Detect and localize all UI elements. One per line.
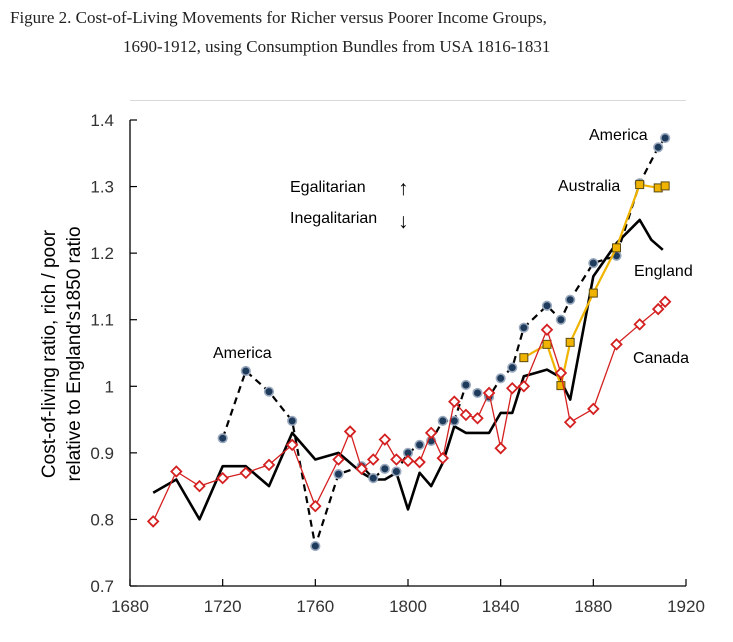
point-america [217, 433, 228, 444]
series-line-america [221, 137, 666, 548]
point-canada [587, 402, 600, 416]
point-america [333, 469, 344, 480]
label-america-top: America [589, 127, 648, 144]
point-canada [239, 466, 253, 480]
caption-divider [130, 100, 686, 101]
x-tick-label: 1720 [204, 597, 242, 616]
point-australia [635, 180, 645, 190]
chart-annotations: Cost-of-living ratio, rich / poor relati… [39, 127, 693, 482]
x-tick-label: 1680 [111, 597, 149, 616]
x-tick-label: 1920 [667, 597, 705, 616]
point-america [391, 466, 402, 477]
label-inegalitarian: Inegalitarian [290, 210, 377, 227]
point-america [240, 365, 251, 377]
label-england: England [634, 263, 693, 280]
point-canada [517, 380, 531, 393]
point-america [379, 463, 390, 474]
y-tick-label: 0.7 [90, 577, 114, 596]
point-america [518, 322, 529, 333]
point-america [310, 540, 321, 552]
point-australia [556, 381, 566, 391]
point-canada [459, 408, 473, 422]
label-australia: Australia [558, 178, 620, 195]
point-america [555, 314, 567, 325]
point-canada [332, 453, 345, 466]
point-australia [565, 337, 575, 347]
series-layer [146, 132, 672, 552]
ylabel-line2: relative to England's1850 ratio [64, 226, 85, 481]
point-america [263, 386, 275, 397]
y-tick-label: 0.8 [90, 510, 114, 529]
point-america [507, 362, 518, 373]
point-australia [542, 339, 552, 349]
point-canada [355, 462, 368, 476]
point-canada [378, 433, 392, 446]
point-america [588, 258, 599, 269]
point-canada [448, 395, 461, 408]
y-tick-label: 1.3 [90, 178, 114, 197]
figure-caption-line2: 1690-1912, using Consumption Bundles fro… [123, 37, 551, 56]
point-canada [633, 318, 646, 331]
y-tick-label: 1.4 [90, 111, 114, 130]
point-canada [366, 453, 380, 466]
point-america [472, 387, 483, 399]
label-canada: Canada [633, 350, 689, 367]
x-tick-label: 1800 [389, 597, 427, 616]
point-canada [343, 425, 357, 438]
point-america [660, 132, 671, 144]
point-canada [658, 295, 672, 309]
y-tick-label: 1.1 [90, 311, 114, 330]
point-america [541, 300, 553, 311]
point-canada [471, 411, 484, 425]
point-america [437, 415, 448, 427]
point-america [565, 294, 576, 305]
point-canada [309, 499, 322, 513]
point-canada [146, 515, 160, 528]
point-america [287, 415, 298, 427]
point-canada [651, 302, 665, 316]
x-tick-label: 1760 [296, 597, 334, 616]
series-line-canada [152, 301, 666, 522]
point-australia [519, 353, 529, 363]
up-arrow-icon: ↑ [398, 177, 409, 200]
point-canada [563, 415, 577, 429]
point-america [460, 379, 472, 391]
point-canada [262, 458, 276, 472]
label-egalitarian: Egalitarian [290, 179, 366, 196]
point-america [495, 373, 506, 384]
label-america-left: America [213, 345, 272, 362]
figure-caption-line1: Figure 2. Cost-of-Living Movements for R… [10, 8, 547, 27]
point-america [368, 473, 379, 484]
y-tick-label: 0.9 [90, 444, 114, 463]
point-canada [193, 479, 206, 493]
point-america [414, 439, 425, 450]
point-canada [401, 454, 415, 468]
ylabel-line1: Cost-of-living ratio, rich / poor [39, 229, 60, 478]
point-australia [660, 181, 670, 191]
point-canada [424, 426, 438, 440]
point-australia [588, 288, 598, 298]
point-canada [285, 438, 299, 452]
point-america [653, 142, 664, 153]
point-canada [540, 323, 554, 336]
axes: 0.7 0.8 0.9 1 1.1 1.2 1.3 1.4 1680 1720 1760 1800 18… [90, 111, 705, 616]
point-canada [413, 455, 426, 469]
series-line-england [152, 218, 664, 521]
down-arrow-icon: ↓ [398, 210, 409, 233]
point-canada [436, 451, 450, 465]
point-canada [610, 338, 623, 351]
point-canada [494, 441, 507, 455]
point-canada [482, 386, 496, 400]
y-tick-label: 1.2 [90, 244, 114, 263]
y-tick-label: 1 [105, 377, 114, 396]
point-australia [612, 243, 621, 253]
point-canada [216, 471, 229, 485]
x-tick-label: 1880 [574, 597, 612, 616]
point-canada [554, 366, 568, 380]
x-tick-label: 1840 [482, 597, 520, 616]
point-canada [170, 465, 183, 478]
point-canada [505, 382, 519, 395]
point-canada [390, 453, 403, 466]
